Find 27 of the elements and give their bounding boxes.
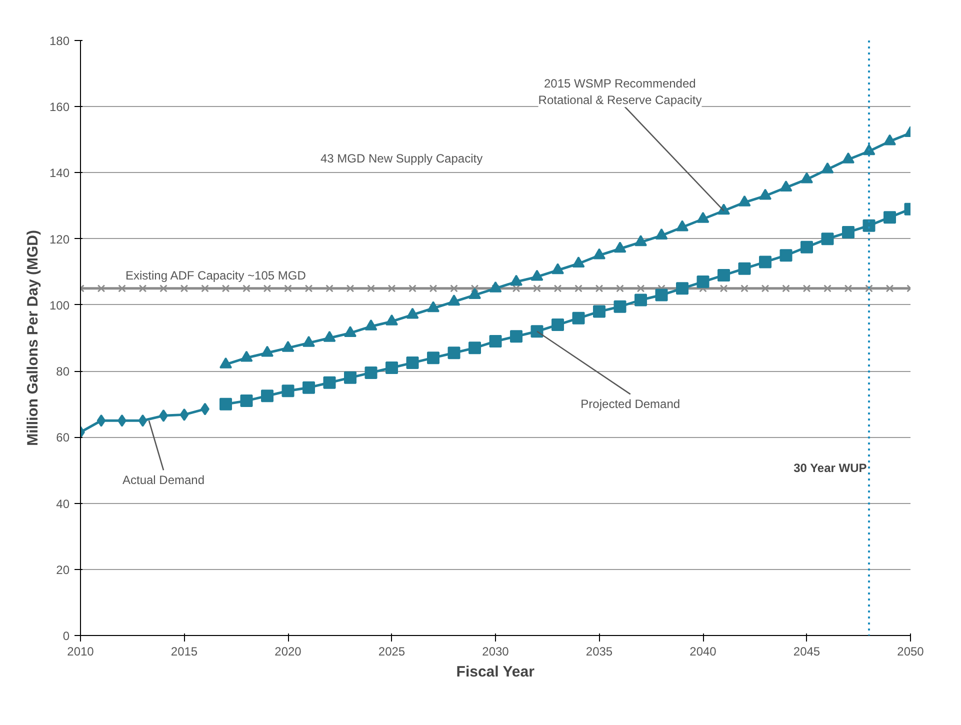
annotation: Projected Demand — [580, 397, 680, 412]
x-tick-label: 2050 — [897, 644, 924, 658]
x-tick-label: 2045 — [793, 644, 820, 658]
x-tick-label: 2020 — [274, 644, 302, 658]
y-tick-label: 20 — [56, 562, 70, 577]
y-tick-label: 120 — [49, 232, 70, 246]
x-tick-label: 2025 — [378, 644, 406, 658]
y-axis-title: Million Gallons Per Day (MGD) — [24, 230, 42, 446]
x-tick-label: 2015 — [170, 644, 198, 658]
annotation: Actual Demand — [122, 473, 205, 488]
y-tick-label: 180 — [49, 34, 70, 48]
x-axis-title: Fiscal Year — [456, 664, 535, 680]
ref-line-label: 30 Year WUP — [794, 460, 867, 475]
y-tick-label: 0 — [62, 629, 70, 643]
x-tick-label: 2040 — [690, 644, 717, 658]
x-tick-label: 2035 — [586, 644, 613, 658]
y-tick-label: 160 — [49, 100, 70, 114]
y-tick-label: 80 — [56, 364, 70, 379]
annotation: 2015 WSMP Recommended Rotational & Reserve Capacity — [538, 76, 702, 108]
annotation: 43 MGD New Supply Capacity — [320, 152, 483, 166]
y-tick-label: 40 — [56, 496, 70, 511]
y-tick-label: 140 — [49, 166, 70, 180]
x-tick-label: 2030 — [482, 644, 510, 658]
y-tick-label: 60 — [56, 430, 70, 445]
x-tick-label: 2010 — [67, 644, 94, 658]
series-label: Existing ADF Capacity ~105 MGD — [126, 268, 306, 282]
y-tick-label: 100 — [49, 298, 70, 312]
